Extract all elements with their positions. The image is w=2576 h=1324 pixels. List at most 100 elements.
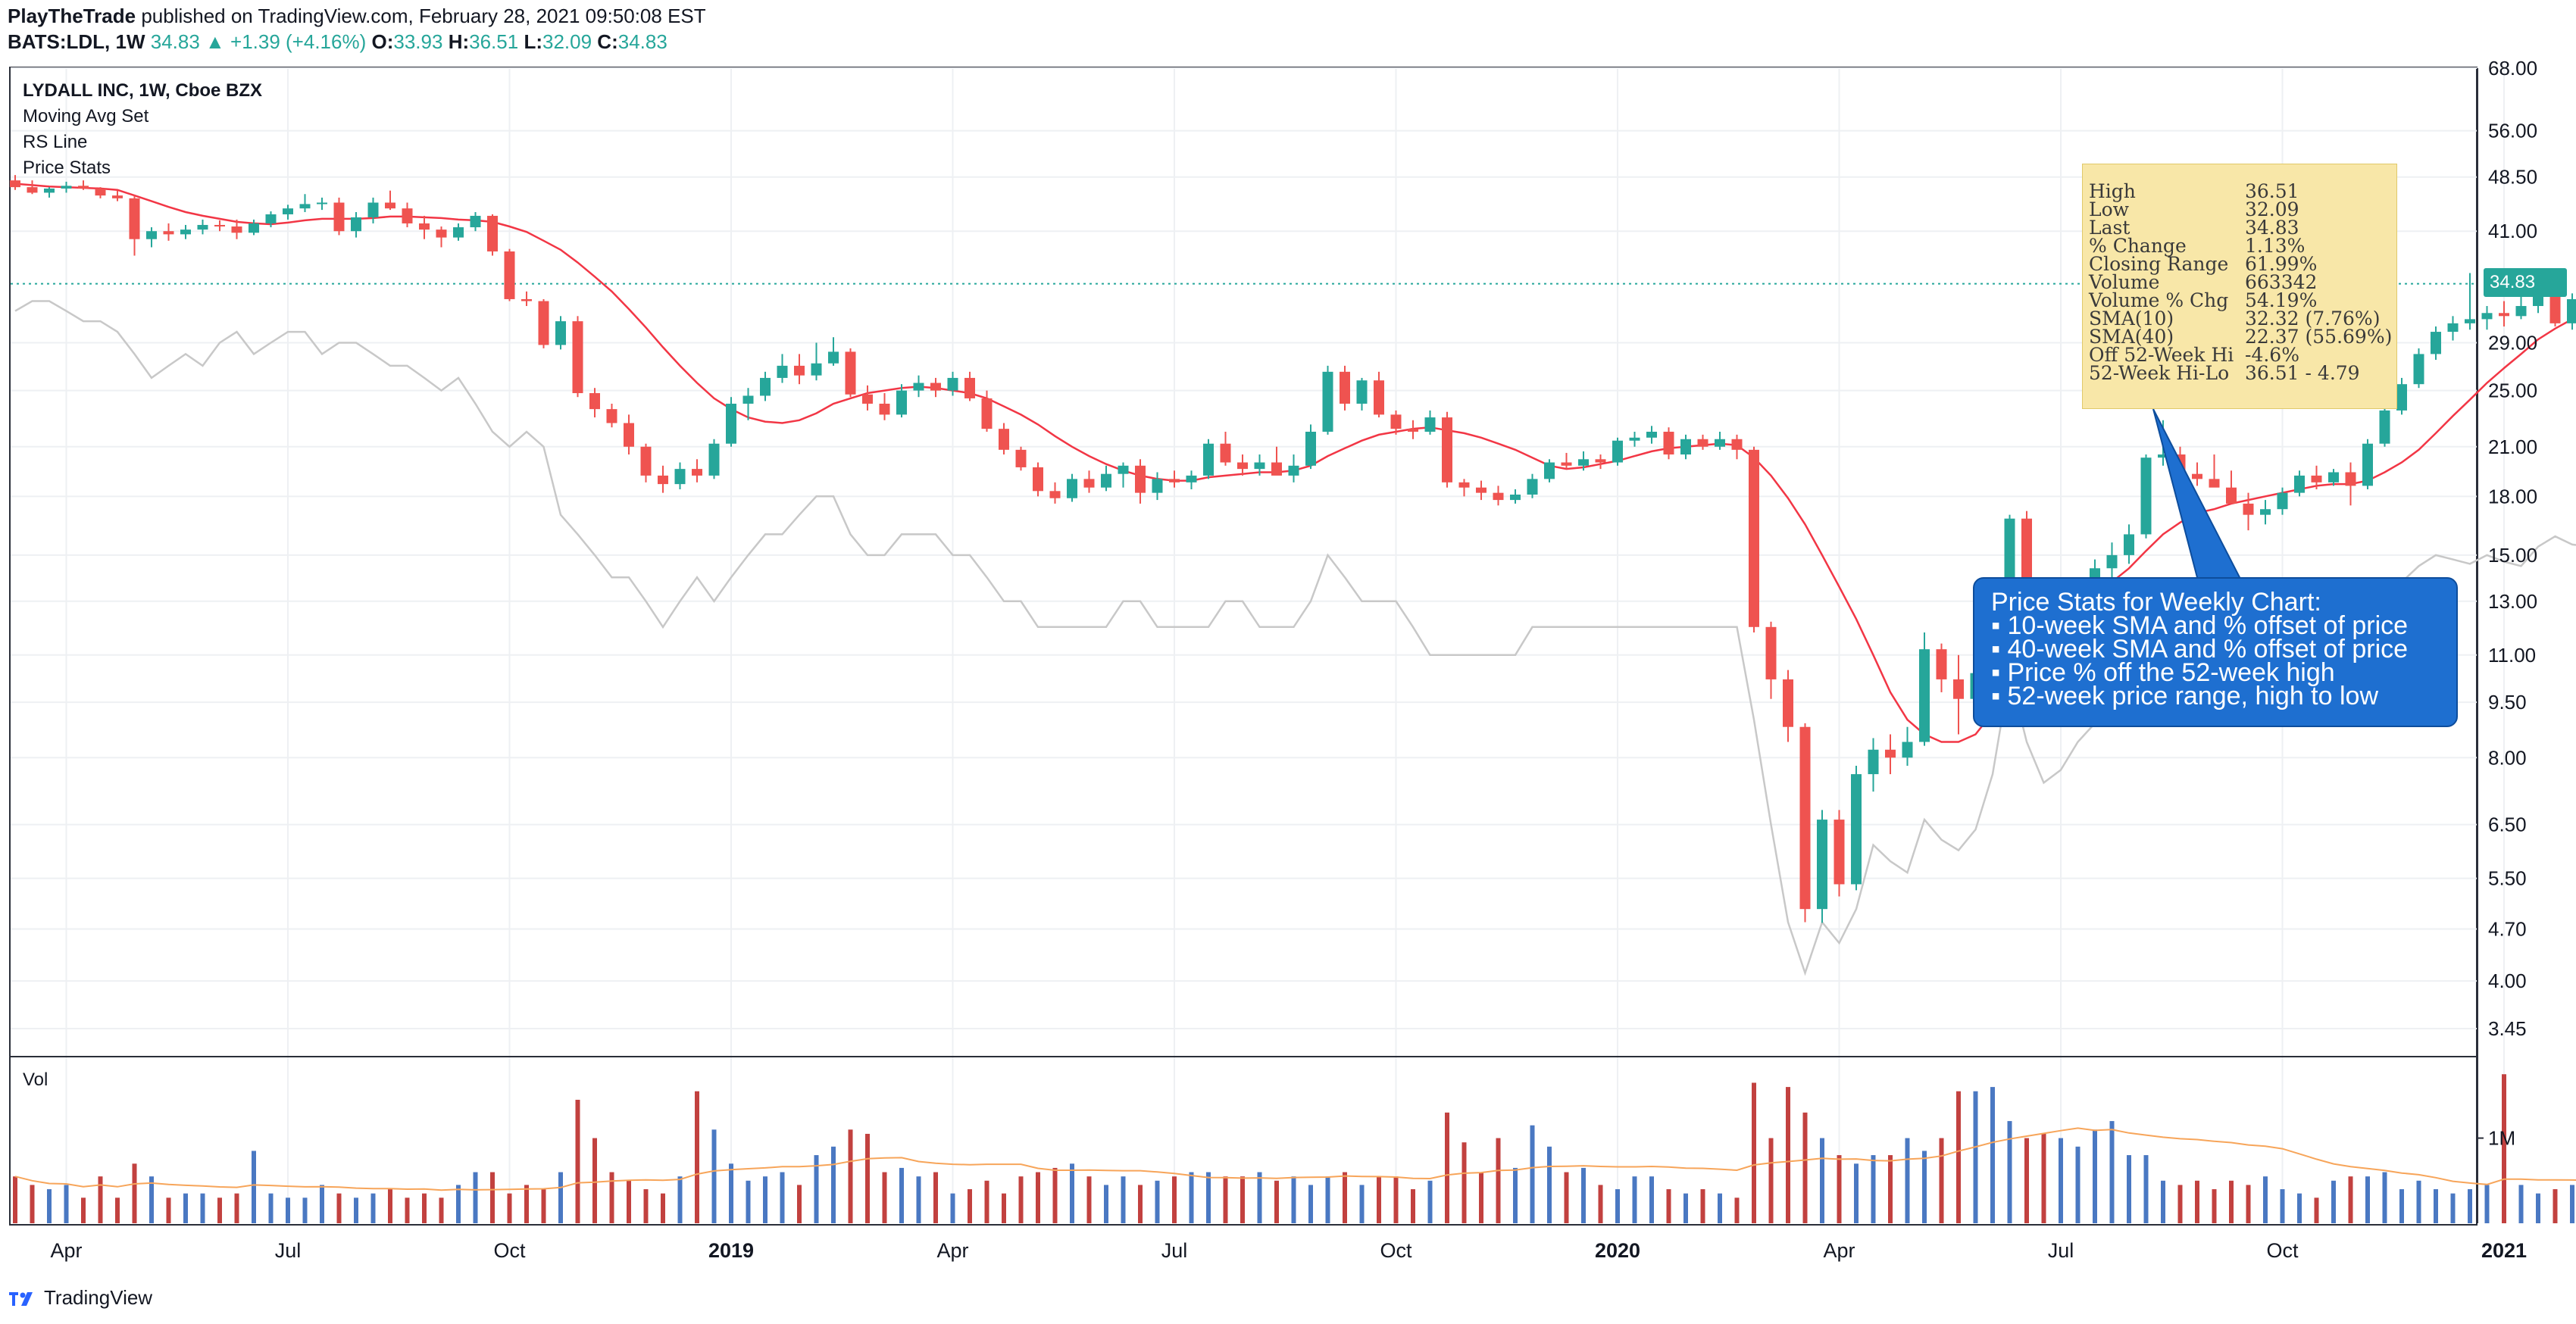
candle-body [1697,439,1708,447]
close-value: 34.83 [617,30,667,53]
chart-legend-title: LYDALL INC, 1W, Cboe BZX [23,80,263,101]
volume-bar [405,1198,410,1223]
candle-body [2396,384,2407,411]
volume-bar [695,1091,699,1223]
stats-row: SMA(10) 32.32 (7.76%) [2089,309,2396,328]
candle-body [2345,472,2356,486]
stats-value: 22.37 (55.69%) [2245,326,2393,348]
candle-body [1595,459,1606,463]
candle-body [1458,482,1470,488]
candle-body [2481,313,2493,320]
volume-bar [2246,1185,2251,1223]
candle-body [742,395,754,404]
volume-bar [132,1163,137,1223]
volume-bar [1274,1180,1279,1223]
volume-bar [763,1176,767,1223]
price-axis-label: 5.50 [2488,867,2527,890]
candle-body [1544,462,1555,479]
candle-body [930,383,941,391]
candle-body [964,377,975,398]
price-axis-label: 21.00 [2488,436,2537,458]
open-label: O: [371,30,394,53]
candle-body [2499,313,2509,317]
open-value: 33.93 [393,30,443,53]
candle-body [1152,479,1163,493]
volume-bar [1086,1176,1092,1223]
candle-body [2209,479,2220,488]
volume-bar [1768,1138,1774,1223]
symbol-line: BATS:LDL, 1W [8,30,145,53]
candle-body [640,446,652,476]
volume-bar [473,1172,478,1223]
volume-bar [1018,1176,1024,1223]
candle-body [2515,306,2527,317]
volume-bar [1905,1138,1910,1223]
volume-bar [2536,1193,2540,1223]
candle-body [1851,774,1862,885]
volume-bar [1513,1167,1518,1223]
volume-bar [831,1146,836,1223]
stats-key: SMA(40) [2089,326,2174,348]
volume-bar [2484,1185,2490,1223]
candle-body [1936,649,1947,679]
volume-bar [2263,1176,2268,1223]
price-axis-label: 18.00 [2488,485,2537,507]
candle-body [402,208,413,223]
volume-bar [797,1185,802,1223]
volume-bar [302,1198,308,1223]
price-axis-label: 15.00 [2488,544,2537,567]
time-axis-label: 2021 [2481,1239,2527,1262]
legend-price-stats[interactable]: Price Stats [23,158,111,178]
candle-body [61,186,72,189]
candle-body [1493,492,1504,501]
time-axis-label: Apr [1823,1239,1855,1262]
volume-bar [2468,1189,2472,1223]
callout-item: ▪ Price % off the 52-week high [1991,658,2335,687]
candle-body [163,231,174,235]
candle-body [1715,439,1725,447]
volume-bar [558,1172,563,1223]
volume-bar [2177,1185,2183,1223]
volume-pane-label[interactable]: Vol [23,1070,48,1090]
volume-bar [439,1198,444,1223]
candle-body [794,365,805,376]
candle-body [845,351,856,395]
candle-body [1953,679,1964,699]
candle-body [299,204,311,209]
candle-body [777,365,788,378]
volume-bar [575,1099,580,1223]
volume-bar [814,1155,819,1223]
stats-row: High 36.51 [2089,182,2396,201]
candle-body [879,403,890,415]
candle-body [981,398,993,429]
candle-body [538,301,549,345]
volume-bar [1155,1180,1160,1223]
candle-body [10,180,20,188]
volume-bar [2399,1189,2404,1223]
footer-brand[interactable]: TradingView [8,1286,152,1310]
author-name: PlayTheTrade [8,5,136,27]
callout-item: ▪ 52-week price range, high to low [1991,682,2378,710]
last-price: 34.83 [150,30,200,53]
candle-body [1118,465,1129,474]
legend-moving-avg-set[interactable]: Moving Avg Set [23,106,149,126]
price-axis-label: 6.50 [2488,813,2527,836]
volume-bar [490,1172,495,1223]
candle-body [1731,439,1743,450]
volume-bar [1598,1185,1603,1223]
published-text: published on TradingView.com, February 2… [141,5,706,27]
time-axis-label: Apr [936,1239,968,1262]
high-value: 36.51 [469,30,519,53]
volume-bar [1257,1172,1262,1223]
volume-bar [507,1193,512,1223]
candle-body [1885,749,1896,758]
legend-rs-line[interactable]: RS Line [23,132,88,152]
stats-value: 32.09 [2245,198,2299,220]
close-label: C: [597,30,618,53]
volume-bar [1393,1176,1399,1223]
stats-value: 663342 [2245,271,2318,293]
volume-bar [1359,1185,1365,1223]
candle-body [1408,429,1418,432]
volume-ma-line [14,1127,2576,1191]
